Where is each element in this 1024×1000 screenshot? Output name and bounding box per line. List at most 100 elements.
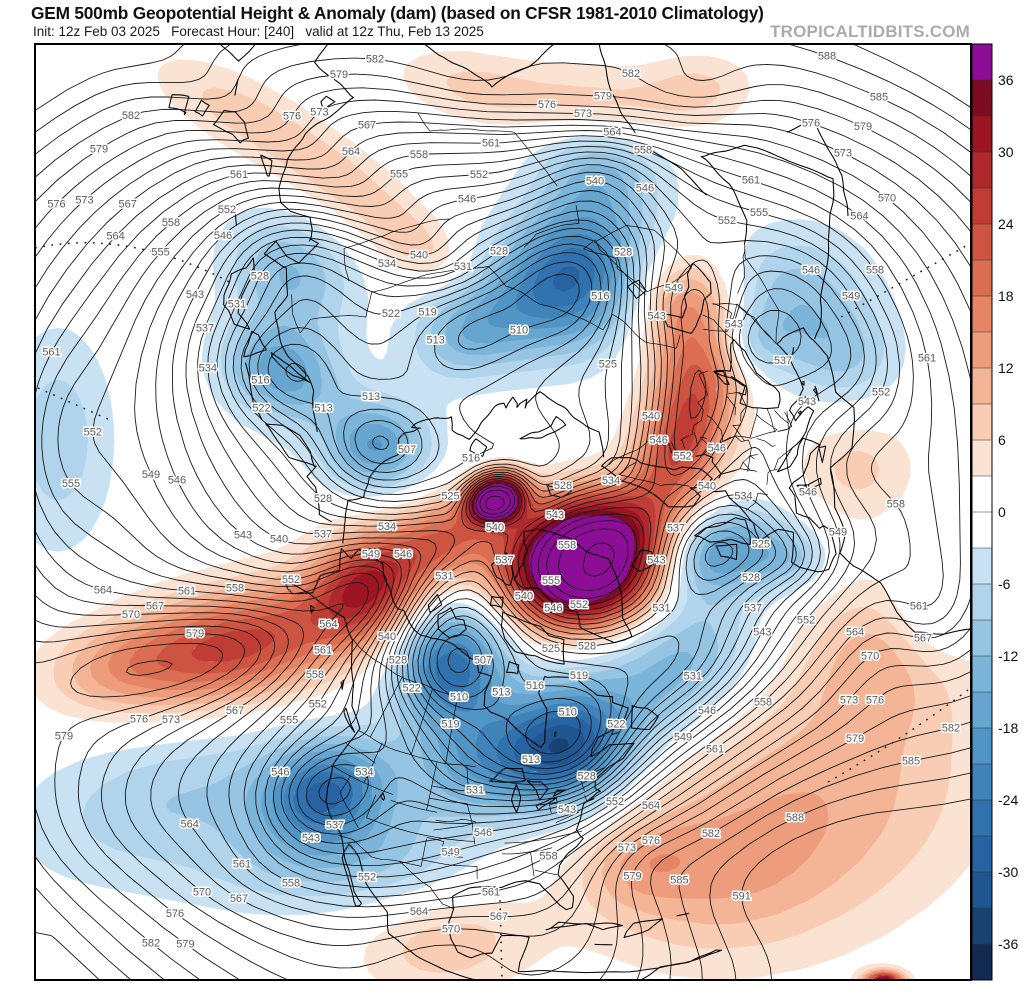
svg-text:543: 543: [725, 319, 743, 331]
svg-text:579: 579: [846, 733, 864, 745]
svg-text:552: 552: [358, 872, 376, 884]
svg-text:534: 534: [199, 363, 217, 375]
svg-text:573: 573: [840, 695, 858, 707]
svg-text:510: 510: [559, 707, 577, 719]
svg-text:537: 537: [196, 323, 214, 335]
svg-text:558: 558: [754, 697, 772, 709]
svg-text:549: 549: [842, 291, 860, 303]
svg-text:537: 537: [314, 529, 332, 541]
svg-text:564: 564: [181, 819, 199, 831]
svg-text:528: 528: [389, 655, 407, 667]
svg-text:552: 552: [606, 796, 624, 808]
svg-text:522: 522: [607, 719, 625, 731]
svg-text:525: 525: [752, 539, 770, 551]
svg-text:543: 543: [302, 833, 320, 845]
svg-text:552: 552: [570, 599, 588, 611]
svg-text:561: 561: [178, 585, 196, 597]
svg-text:564: 564: [850, 211, 868, 223]
svg-text:525: 525: [441, 491, 459, 503]
svg-text:516: 516: [591, 291, 609, 303]
svg-text:543: 543: [798, 396, 816, 408]
svg-text:582: 582: [142, 937, 160, 949]
svg-text:582: 582: [942, 723, 960, 735]
svg-text:558: 558: [539, 851, 557, 863]
svg-text:531: 531: [466, 784, 484, 796]
svg-text:576: 576: [283, 111, 301, 123]
svg-text:30: 30: [998, 144, 1014, 160]
svg-text:576: 576: [802, 118, 820, 130]
svg-text:552: 552: [718, 215, 736, 227]
svg-text:507: 507: [474, 655, 492, 667]
svg-text:540: 540: [378, 631, 396, 643]
svg-text:540: 540: [642, 411, 660, 423]
svg-text:561: 561: [918, 352, 936, 364]
svg-text:555: 555: [62, 478, 80, 490]
svg-text:543: 543: [234, 530, 252, 542]
svg-text:522: 522: [382, 308, 400, 320]
svg-text:552: 552: [797, 615, 815, 627]
svg-text:573: 573: [162, 714, 180, 726]
svg-text:558: 558: [887, 499, 905, 511]
svg-text:513: 513: [522, 754, 540, 766]
svg-text:525: 525: [599, 359, 617, 371]
svg-text:561: 561: [482, 138, 500, 150]
svg-text:-24: -24: [998, 792, 1018, 808]
svg-text:561: 561: [482, 886, 500, 898]
svg-text:558: 558: [558, 540, 576, 552]
svg-text:540: 540: [410, 250, 428, 262]
svg-text:564: 564: [94, 585, 112, 597]
svg-text:531: 531: [435, 571, 453, 583]
svg-text:543: 543: [186, 289, 204, 301]
svg-text:-30: -30: [998, 864, 1018, 880]
svg-text:546: 546: [458, 194, 476, 206]
svg-text:549: 549: [142, 469, 160, 481]
svg-text:558: 558: [282, 877, 300, 889]
svg-text:519: 519: [441, 719, 459, 731]
svg-text:552: 552: [282, 574, 300, 586]
svg-text:18: 18: [998, 288, 1014, 304]
svg-text:576: 576: [538, 99, 556, 111]
svg-text:564: 564: [106, 231, 124, 243]
svg-text:588: 588: [786, 812, 804, 824]
svg-text:531: 531: [228, 299, 246, 311]
svg-text:570: 570: [442, 923, 460, 935]
svg-text:-18: -18: [998, 720, 1018, 736]
svg-text:564: 564: [642, 800, 660, 812]
svg-text:564: 564: [342, 146, 360, 158]
svg-text:528: 528: [490, 246, 508, 258]
svg-text:585: 585: [870, 91, 888, 103]
svg-text:519: 519: [418, 307, 436, 319]
svg-text:591: 591: [733, 891, 751, 903]
svg-text:528: 528: [578, 771, 596, 783]
svg-text:558: 558: [866, 265, 884, 277]
svg-text:579: 579: [90, 144, 108, 156]
svg-text:549: 549: [674, 731, 692, 743]
svg-text:543: 543: [647, 555, 665, 567]
svg-text:555: 555: [750, 207, 768, 219]
svg-text:546: 546: [214, 230, 232, 242]
svg-text:510: 510: [510, 325, 528, 337]
svg-text:552: 552: [872, 387, 890, 399]
svg-text:543: 543: [546, 509, 564, 521]
svg-text:516: 516: [462, 453, 480, 465]
svg-text:537: 537: [667, 523, 685, 535]
svg-text:552: 552: [84, 427, 102, 439]
svg-text:540: 540: [698, 481, 716, 493]
svg-text:567: 567: [358, 120, 376, 132]
svg-text:573: 573: [618, 842, 636, 854]
svg-text:582: 582: [702, 828, 720, 840]
svg-text:-12: -12: [998, 648, 1018, 664]
svg-text:561: 561: [910, 601, 928, 613]
svg-text:537: 537: [495, 555, 513, 567]
svg-text:567: 567: [146, 601, 164, 613]
svg-text:513: 513: [362, 391, 380, 403]
svg-text:24: 24: [998, 216, 1014, 232]
svg-text:546: 546: [802, 265, 820, 277]
svg-text:570: 570: [122, 609, 140, 621]
svg-text:582: 582: [622, 68, 640, 80]
svg-text:534: 534: [378, 521, 396, 533]
svg-text:570: 570: [878, 193, 896, 205]
svg-text:582: 582: [122, 110, 140, 122]
svg-text:558: 558: [306, 669, 324, 681]
svg-text:552: 552: [218, 204, 236, 216]
